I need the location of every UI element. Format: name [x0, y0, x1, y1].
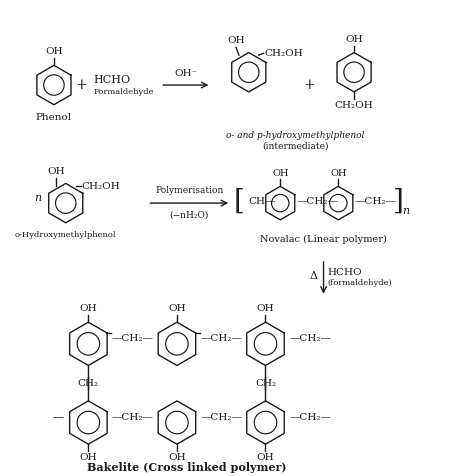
- Text: —CH₂—: —CH₂—: [201, 413, 242, 422]
- Text: Δ: Δ: [310, 271, 318, 281]
- Text: Phenol: Phenol: [36, 113, 72, 121]
- Text: HCHO: HCHO: [328, 268, 362, 278]
- Text: —CH₂—: —CH₂—: [289, 335, 331, 343]
- Text: OH: OH: [330, 169, 346, 178]
- Text: Polymerisation: Polymerisation: [155, 186, 223, 195]
- Text: OH: OH: [45, 48, 63, 57]
- Text: (formaldehyde): (formaldehyde): [328, 279, 392, 287]
- Text: Novalac (Linear polymer): Novalac (Linear polymer): [260, 235, 387, 244]
- Text: OH: OH: [80, 304, 97, 313]
- Text: +: +: [304, 78, 316, 92]
- Text: Bakelite (Cross linked polymer): Bakelite (Cross linked polymer): [87, 462, 286, 473]
- Text: —CH₂—: —CH₂—: [201, 335, 242, 343]
- Text: OH: OH: [80, 453, 97, 462]
- Text: CH₂OH: CH₂OH: [264, 49, 303, 58]
- Text: —CH₂—: —CH₂—: [297, 197, 339, 206]
- Text: [: [: [234, 188, 245, 215]
- Text: OH⁻: OH⁻: [174, 69, 197, 78]
- Text: —CH₂—: —CH₂—: [112, 413, 154, 422]
- Text: OH: OH: [168, 453, 186, 462]
- Text: OH: OH: [257, 304, 274, 313]
- Text: Formaldehyde: Formaldehyde: [93, 88, 154, 96]
- Text: ]: ]: [393, 188, 404, 215]
- Text: —CH₂—: —CH₂—: [112, 335, 154, 343]
- Text: OH: OH: [345, 35, 363, 44]
- Text: o-Hydroxymethylphenol: o-Hydroxymethylphenol: [15, 231, 117, 238]
- Text: OH: OH: [257, 453, 274, 462]
- Text: CH—: CH—: [249, 197, 276, 206]
- Text: CH₂: CH₂: [78, 379, 99, 387]
- Text: n: n: [402, 206, 410, 216]
- Text: o- and p-hydroxymethylphenol: o- and p-hydroxymethylphenol: [226, 131, 364, 140]
- Text: CH₂: CH₂: [255, 379, 276, 387]
- Text: +: +: [76, 78, 87, 92]
- Text: OH: OH: [227, 36, 245, 45]
- Text: —CH₂—: —CH₂—: [355, 197, 397, 206]
- Text: —CH₂—: —CH₂—: [289, 413, 331, 422]
- Text: OH: OH: [47, 167, 65, 176]
- Text: (intermediate): (intermediate): [262, 141, 328, 150]
- Text: OH: OH: [168, 304, 186, 313]
- Text: HCHO: HCHO: [93, 75, 130, 85]
- Text: —: —: [53, 413, 64, 423]
- Text: OH: OH: [272, 169, 289, 178]
- Text: CH₂OH: CH₂OH: [82, 181, 120, 190]
- Text: CH₂OH: CH₂OH: [335, 101, 374, 110]
- Text: (−nH₂O): (−nH₂O): [170, 211, 209, 220]
- Text: n: n: [35, 193, 42, 203]
